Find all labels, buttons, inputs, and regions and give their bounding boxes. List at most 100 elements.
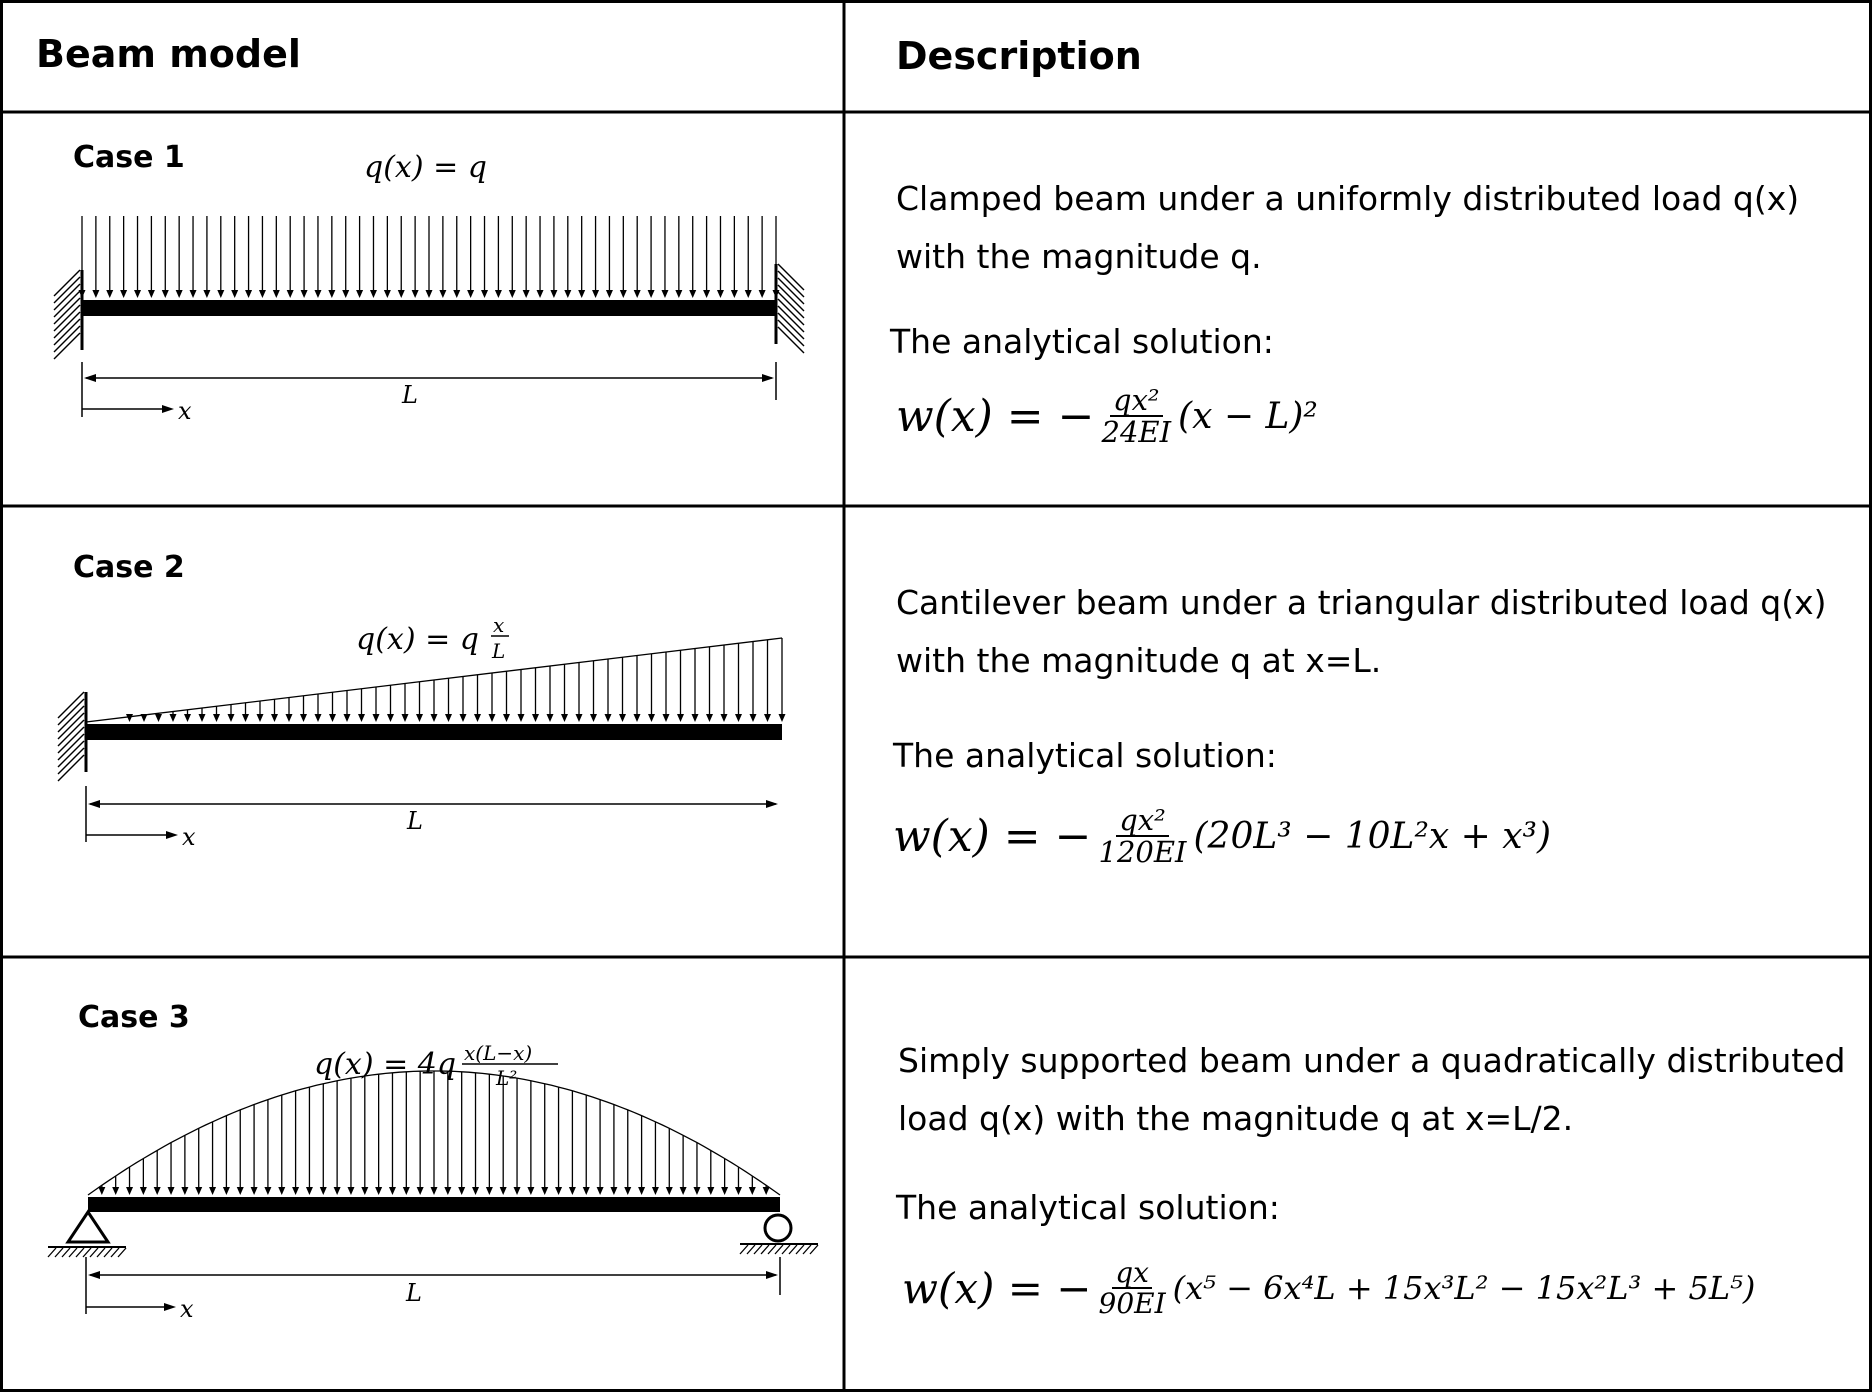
case-3-solution-label: The analytical solution: (896, 1188, 1280, 1227)
load-arrow (387, 685, 394, 722)
load-arrow (494, 216, 502, 298)
svg-text:L: L (491, 639, 505, 663)
case-1-beam (82, 300, 776, 316)
load-arrow (546, 666, 554, 722)
load-arrow (388, 1072, 396, 1195)
load-arrow (209, 1121, 217, 1195)
load-arrow (532, 667, 539, 722)
load-arrow (98, 1185, 106, 1195)
load-arrow (358, 688, 365, 722)
load-arrow (536, 216, 544, 298)
case-2-formula-num: qx² (1116, 805, 1169, 838)
load-arrow (134, 216, 142, 298)
load-arrow (568, 1090, 576, 1195)
load-arrow (592, 216, 600, 298)
load-arrow (416, 681, 423, 722)
load-arrow (508, 216, 516, 298)
case-3-formula-den: 90EI (1098, 1287, 1166, 1321)
load-arrow (720, 645, 728, 722)
load-arrow (319, 1083, 327, 1195)
load-arrow (161, 216, 169, 298)
header-beam-model: Beam model (36, 32, 301, 76)
load-arrow (222, 1115, 230, 1195)
load-arrow (778, 638, 786, 722)
load-arrow (665, 1128, 673, 1195)
load-arrow (472, 1072, 480, 1195)
load-arrow (488, 673, 496, 722)
load-arrow (342, 216, 350, 298)
case-2-solution-label: The analytical solution: (893, 736, 1277, 775)
load-arrow (693, 1142, 701, 1195)
svg-text:L²: L² (495, 1066, 517, 1090)
case-1-formula-lhs: w(x) = − (896, 390, 1095, 442)
case-3-formula-fraction: qx 90EI (1096, 1258, 1169, 1319)
load-arrow (541, 1083, 549, 1195)
case-2-formula-lhs: w(x) = − (893, 810, 1092, 862)
case-2-load-label: q(x) = q (356, 622, 479, 657)
load-arrow (401, 683, 409, 722)
load-arrow (242, 702, 249, 722)
load-arrow (605, 216, 613, 298)
load-arrow (527, 1080, 535, 1195)
load-arrow (619, 216, 627, 298)
load-arrow (638, 1115, 646, 1195)
load-arrow (286, 216, 294, 298)
load-arrow (430, 680, 438, 722)
load-arrow (369, 216, 377, 298)
case-1-x-axis (82, 405, 174, 413)
load-arrow (106, 216, 114, 298)
load-arrow (264, 1099, 272, 1195)
load-arrow (651, 1121, 659, 1195)
load-arrow (604, 659, 612, 722)
load-arrow (425, 216, 433, 298)
case-3-span-dimension (85, 1257, 781, 1314)
load-arrow (467, 216, 475, 298)
load-arrow (231, 216, 239, 298)
case-3-beam (88, 1197, 780, 1212)
load-arrow (329, 692, 336, 722)
load-arrow (575, 662, 583, 722)
load-arrow (691, 648, 699, 722)
load-arrow (402, 1071, 410, 1195)
load-arrow (648, 653, 655, 722)
load-arrow (169, 711, 177, 722)
load-arrow (458, 1071, 466, 1195)
load-arrow (721, 1158, 729, 1195)
case-1-formula-fraction: qx² 24EI (1099, 385, 1175, 448)
load-arrow (227, 704, 235, 722)
case-3-load-label: q(x) = 4q (314, 1047, 456, 1082)
load-arrow (749, 641, 757, 722)
load-arrow (139, 1158, 147, 1195)
load-arrow (383, 216, 391, 298)
load-arrow (706, 646, 713, 722)
load-arrow (735, 643, 742, 722)
load-arrow (703, 216, 711, 298)
load-arrow (675, 216, 683, 298)
case-1-span-dimension (81, 362, 777, 417)
case-2-span-label: L (406, 807, 423, 835)
load-arrow (582, 1095, 590, 1195)
case-2-formula-fraction: qx² 120EI (1096, 805, 1190, 868)
case-1-x-label: x (178, 397, 192, 425)
load-arrow (661, 216, 669, 298)
load-arrow (633, 655, 641, 722)
case-2-desc-line1: Cantilever beam under a triangular distr… (896, 583, 1827, 622)
load-arrow (343, 690, 351, 722)
load-arrow (555, 1087, 563, 1195)
case-1-right-clamp (774, 263, 805, 354)
case-1-formula-num: qx² (1110, 385, 1163, 418)
load-arrow (416, 1071, 424, 1195)
case-1-formula-rest: (x − L)² (1178, 395, 1318, 437)
load-arrow (764, 639, 771, 722)
case-3-formula-rest: (x⁵ − 6x⁴L + 15x³L² − 15x²L³ + 5L⁵) (1172, 1269, 1756, 1308)
load-arrow (411, 216, 419, 298)
load-arrow (305, 1087, 313, 1195)
load-arrow (758, 216, 766, 298)
load-arrow (439, 216, 447, 298)
load-arrow (300, 695, 307, 722)
load-arrow (285, 697, 293, 722)
case-3-x-label: x (180, 1295, 194, 1323)
load-arrow (744, 216, 752, 298)
